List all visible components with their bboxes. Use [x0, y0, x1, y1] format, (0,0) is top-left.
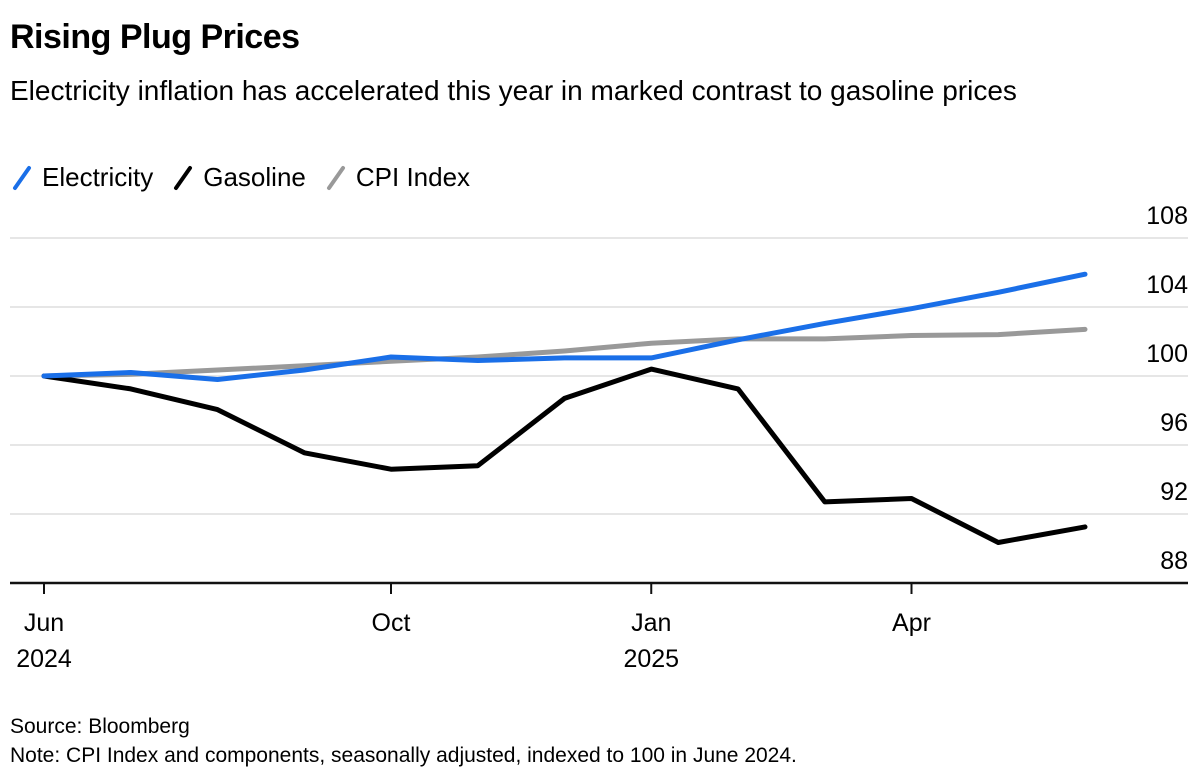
- legend-label-cpi-index: CPI Index: [355, 162, 471, 192]
- source-note: Source: Bloomberg: [10, 715, 190, 738]
- y-tick-label: 108: [1146, 202, 1188, 230]
- x-tick-label: Apr: [892, 609, 931, 637]
- x-tick-year-label: 2025: [623, 645, 679, 673]
- legend-item-cpi-index: CPI Index: [324, 162, 470, 193]
- x-tick-year-label: 2024: [16, 645, 72, 673]
- series-line-gasoline: [41, 366, 1088, 545]
- legend-item-gasoline: Gasoline: [171, 162, 306, 193]
- gridlines: [10, 237, 1188, 515]
- x-axis: Jun 2024 Oct Jan 2025 Apr: [10, 581, 1188, 673]
- y-tick-label: 96: [1160, 409, 1188, 437]
- y-axis: 88 92 96 100 104 108: [1146, 202, 1188, 575]
- series-line-electricity: [41, 271, 1088, 382]
- x-tick-label: Jun: [24, 609, 64, 637]
- legend: Electricity Gasoline CPI Index: [10, 162, 488, 193]
- legend-swatch-electricity-icon: [13, 165, 31, 190]
- y-tick-label: 104: [1146, 271, 1188, 299]
- chart-title: Rising Plug Prices: [10, 18, 300, 56]
- series-line-cpi-index: [41, 326, 1088, 379]
- x-tick-label: Jan: [631, 609, 671, 637]
- chart-subtitle: Electricity inflation has accelerated th…: [10, 75, 1017, 106]
- y-tick-label: 100: [1146, 340, 1188, 368]
- x-tick-label: Oct: [372, 609, 411, 637]
- y-tick-label: 88: [1160, 547, 1188, 575]
- legend-swatch-cpi-index-icon: [326, 165, 345, 190]
- legend-item-electricity: Electricity: [10, 162, 153, 193]
- methodology-note: Note: CPI Index and components, seasonal…: [10, 744, 797, 767]
- footer: Source: Bloomberg Note: CPI Index and co…: [10, 712, 797, 770]
- legend-label-gasoline: Gasoline: [203, 162, 306, 192]
- legend-label-electricity: Electricity: [42, 162, 154, 192]
- legend-swatch-gasoline-icon: [174, 165, 193, 190]
- y-tick-label: 92: [1160, 478, 1188, 506]
- series-lines: [41, 271, 1088, 545]
